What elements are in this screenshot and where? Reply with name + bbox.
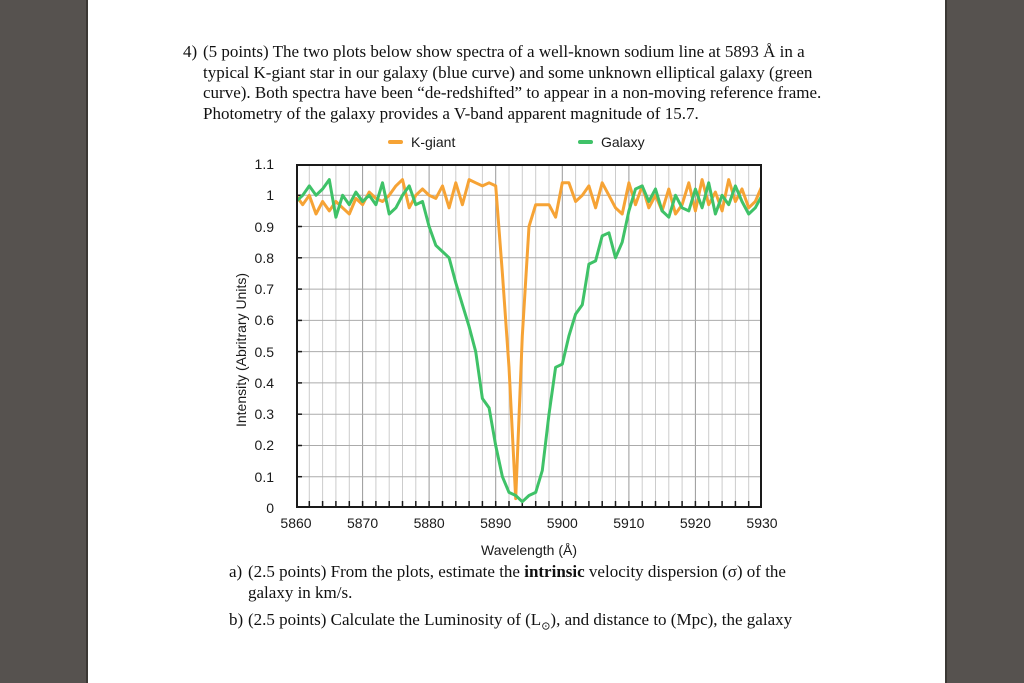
x-tick-label: 5910	[613, 515, 645, 531]
y-tick-label: 0	[266, 500, 274, 516]
x-tick-label: 5870	[346, 515, 379, 531]
y-tick-label: 0.9	[254, 218, 274, 235]
spectra-chart: K-giant Galaxy Intensity (Abritrary Unit…	[88, 130, 945, 578]
legend-item-galaxy: Galaxy	[578, 134, 645, 150]
question-a-line1: a) (2.5 points) From the plots, estimate …	[229, 561, 792, 582]
x-tick-label: 5890	[480, 515, 512, 531]
y-tick-label: 0.4	[254, 374, 274, 391]
legend-item-kgiant: K-giant	[388, 134, 455, 150]
y-tick-label: 0.7	[254, 281, 274, 298]
y-tick-label: 1	[266, 187, 274, 204]
question-b-marker: b)	[229, 610, 244, 629]
problem-line: 4) (5 points) The two plots below show sp…	[183, 42, 821, 63]
legend-label-kgiant: K-giant	[411, 134, 456, 150]
document-page: 4) (5 points) The two plots below show sp…	[88, 0, 945, 683]
x-tick-label: 5900	[546, 515, 578, 531]
x-tick-label: 5880	[413, 515, 445, 531]
question-a-text-post: velocity dispersion (σ) of the	[584, 562, 786, 581]
viewer-left-margin	[0, 0, 88, 683]
sub-questions: a) (2.5 points) From the plots, estimate …	[229, 561, 793, 633]
viewer-right-margin	[945, 0, 1024, 683]
y-tick-label: 0.3	[254, 406, 274, 423]
problem-number: 4)	[183, 42, 198, 61]
y-tick-label: 0.5	[254, 343, 274, 360]
question-b-text: (2.5 points) Calculate the Luminosity of…	[248, 610, 542, 629]
legend-label-galaxy: Galaxy	[601, 134, 645, 150]
x-tick-label: 5930	[746, 515, 778, 531]
question-a-bold: intrinsic	[524, 562, 585, 581]
problem-text: (5 points) The two plots below show spec…	[203, 42, 805, 61]
problem-line: typical K-giant star in our galaxy (blue…	[203, 62, 813, 82]
question-a-line2: galaxy in km/s.	[248, 583, 353, 602]
question-b-text-post: ), and distance to (Mpc), the galaxy	[550, 610, 793, 629]
y-tick-label: 0.2	[254, 437, 274, 454]
y-tick-label: 0.6	[254, 312, 274, 329]
question-b-line: b) (2.5 points) Calculate the Luminosity …	[229, 609, 793, 633]
question-a-text: (2.5 points) From the plots, estimate th…	[248, 562, 525, 581]
plot-area	[294, 164, 764, 508]
galaxy-line-swatch	[578, 140, 593, 144]
x-tick-label: 5920	[679, 515, 711, 531]
x-axis-title: Wavelength (Å)	[481, 542, 577, 558]
y-tick-label: 1.1	[254, 156, 274, 172]
kgiant-line-swatch	[388, 140, 403, 144]
problem-line: curve). Both spectra have been “de-redsh…	[203, 83, 822, 102]
plot-svg	[294, 164, 764, 508]
problem-statement: 4) (5 points) The two plots below show sp…	[183, 42, 821, 124]
x-tick-label: 5860	[280, 515, 312, 531]
y-tick-label: 0.1	[254, 468, 274, 485]
problem-line: Photometry of the galaxy provides a V-ba…	[203, 103, 699, 123]
question-a-marker: a)	[229, 562, 243, 581]
sun-symbol: ⊙	[541, 620, 551, 633]
y-tick-label: 0.8	[254, 249, 274, 266]
